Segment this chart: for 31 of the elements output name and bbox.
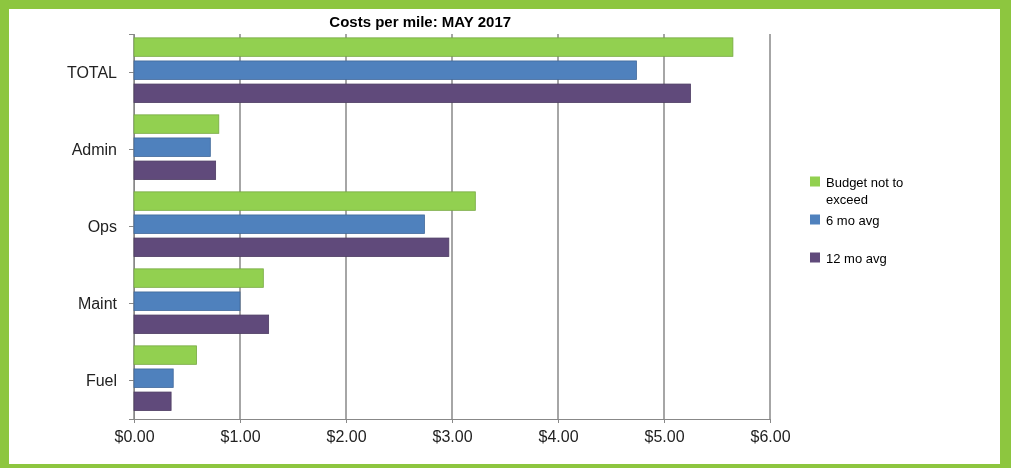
x-tick-label: $5.00 (644, 428, 685, 446)
legend-label: 6 mo avg (826, 212, 880, 228)
bar (133, 345, 197, 365)
y-tick-label: Maint (77, 294, 118, 312)
legend-label: Budget not to exceed (826, 174, 904, 207)
bar (133, 368, 174, 388)
bar (133, 160, 217, 180)
bar (133, 83, 691, 103)
y-tick-label: Fuel (85, 371, 117, 389)
legend-label: 12 mo avg (826, 250, 887, 266)
x-tick-label: $6.00 (750, 428, 791, 446)
x-tick-label: $0.00 (114, 428, 155, 446)
bar (133, 268, 264, 288)
y-tick-label: Admin (71, 140, 117, 158)
y-tick-label: TOTAL (66, 63, 118, 81)
bar (133, 137, 211, 157)
bar (133, 391, 172, 411)
bar (133, 314, 270, 334)
bar (133, 237, 450, 257)
y-tick-label: Ops (87, 217, 117, 235)
bar (133, 60, 637, 80)
bar (133, 291, 241, 311)
chart-title: Costs per mile: MAY 2017 (329, 13, 512, 30)
bar (133, 214, 425, 234)
x-tick-label: $3.00 (432, 428, 473, 446)
bar (133, 114, 220, 134)
x-tick-label: $4.00 (538, 428, 579, 446)
bar (133, 37, 734, 57)
x-tick-label: $2.00 (326, 428, 367, 446)
bar (133, 191, 476, 211)
x-tick-label: $1.00 (220, 428, 261, 446)
